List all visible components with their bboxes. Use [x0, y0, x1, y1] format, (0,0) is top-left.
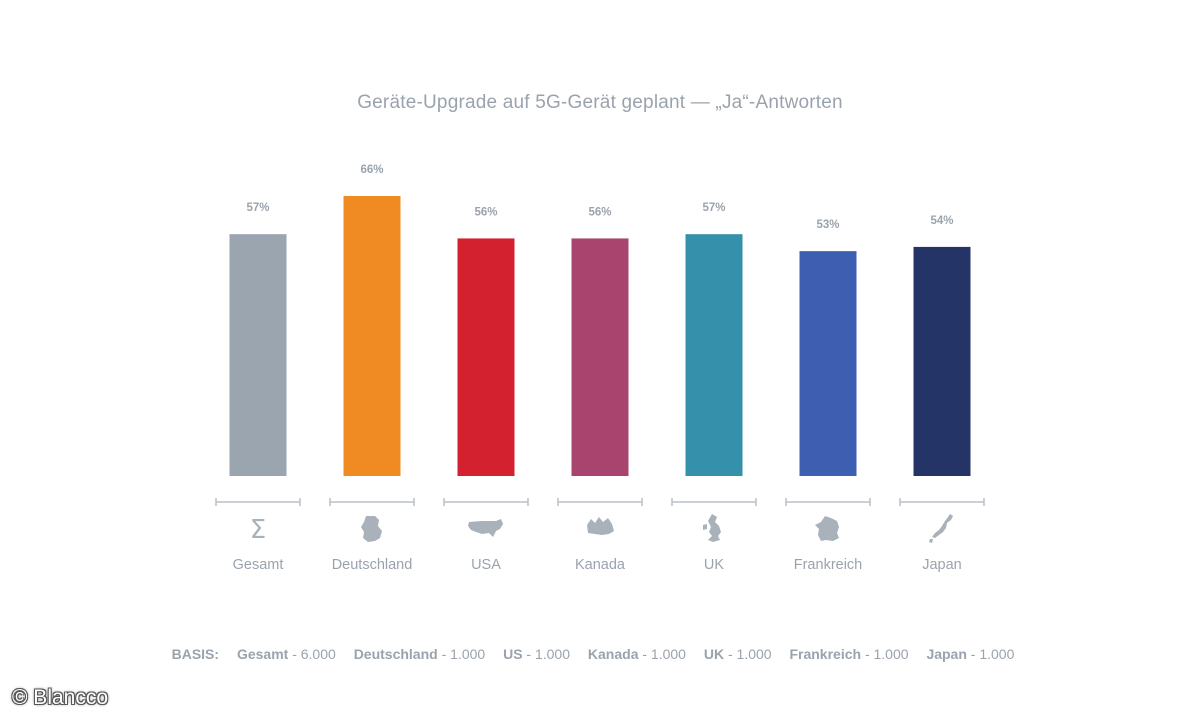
data-label: 56% — [588, 206, 611, 218]
basis-item-deutschland: Deutschland - 1.000 — [353, 646, 486, 662]
category-label: UK — [704, 557, 724, 573]
bar-usa — [457, 238, 515, 476]
category-label: USA — [471, 557, 501, 573]
category-label: Deutschland — [332, 557, 413, 573]
category-axis-bracket — [443, 498, 529, 506]
sigma-icon: Σ — [250, 515, 266, 545]
svg-text:Σ: Σ — [250, 515, 266, 545]
data-label: 66% — [360, 164, 383, 176]
category-axis-bracket — [671, 498, 757, 506]
bar-gesamt — [229, 234, 287, 476]
category-axis-bracket — [785, 498, 871, 506]
bar-frankreich — [799, 251, 857, 476]
category-label: Gesamt — [233, 557, 284, 573]
uk-map-icon — [703, 514, 721, 542]
japan-map-icon — [929, 514, 953, 543]
category-axis-bracket — [329, 498, 415, 506]
category-label: Japan — [922, 557, 962, 573]
data-label: 57% — [702, 202, 725, 214]
basis-item-kanada: Kanada - 1.000 — [587, 646, 686, 662]
data-label: 57% — [246, 202, 269, 214]
basis-item-gesamt: Gesamt - 6.000 — [236, 646, 336, 662]
basis-item-japan: Japan - 1.000 — [926, 646, 1015, 662]
category-axis-bracket — [557, 498, 643, 506]
chart-title: Geräte-Upgrade auf 5G-Gerät geplant — „J… — [357, 92, 843, 113]
copyright-notice: © Blancco — [12, 686, 109, 709]
basis-item-uk: UK - 1.000 — [703, 646, 772, 662]
france-map-icon — [815, 516, 839, 541]
category-label: Kanada — [575, 557, 626, 573]
bar-uk — [685, 234, 743, 476]
usa-map-icon — [468, 519, 503, 537]
data-label: 56% — [474, 206, 497, 218]
category-axis-bracket — [215, 498, 301, 506]
germany-map-icon — [361, 516, 382, 542]
category-axis-bracket — [899, 498, 985, 506]
bar-kanada — [571, 238, 629, 476]
data-label: 54% — [930, 215, 953, 227]
category-label: Frankreich — [794, 557, 863, 573]
bar-deutschland — [343, 196, 401, 476]
basis-label: BASIS: — [171, 646, 220, 662]
bar-japan — [913, 246, 971, 476]
basis-footnote: BASIS: Gesamt - 6.000 Deutschland - 1.00… — [0, 646, 1200, 662]
data-label: 53% — [816, 219, 839, 231]
canada-map-icon — [587, 517, 614, 535]
basis-item-us: US - 1.000 — [503, 646, 571, 662]
basis-item-frankreich: Frankreich - 1.000 — [789, 646, 909, 662]
